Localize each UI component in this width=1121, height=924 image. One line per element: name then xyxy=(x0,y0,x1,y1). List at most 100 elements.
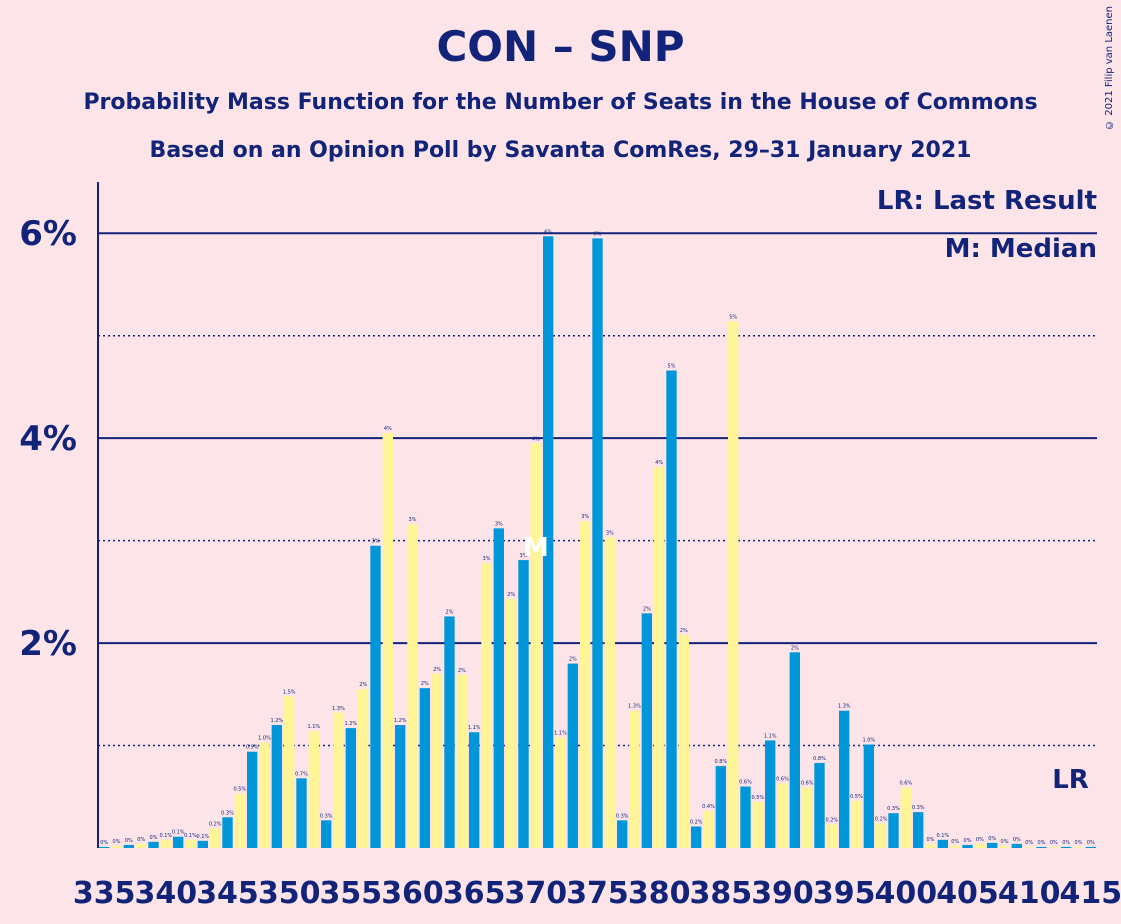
bar-379 xyxy=(641,613,653,848)
bar-381 xyxy=(666,370,677,848)
bar-label-368: 2% xyxy=(507,592,515,598)
bar-label-413: 0% xyxy=(1062,840,1070,846)
x-tick-label: 370 xyxy=(505,876,568,911)
bar-413 xyxy=(1060,846,1072,848)
bar-label-345: 0.3% xyxy=(221,810,234,816)
x-tick-label: 410 xyxy=(998,876,1061,911)
x-tick-label: 375 xyxy=(566,876,629,911)
bar-label-358: 4% xyxy=(384,426,392,432)
bar-347 xyxy=(246,751,258,848)
bar-label-336: 0% xyxy=(113,839,121,845)
legend-median: M: Median xyxy=(945,234,1097,264)
bar-377 xyxy=(616,820,628,848)
bar-388 xyxy=(752,801,764,848)
bar-396 xyxy=(851,800,862,848)
bar-label-415: 0% xyxy=(1087,840,1095,846)
chart-subtitle: Probability Mass Function for the Number… xyxy=(83,90,1038,115)
bar-344 xyxy=(209,828,221,848)
bar-label-411: 0% xyxy=(1038,840,1046,846)
bar-label-357: 3% xyxy=(372,539,380,545)
bar-label-390: 0.6% xyxy=(776,776,789,782)
bar-364 xyxy=(456,674,468,848)
bar-415 xyxy=(1085,846,1097,848)
bar-392 xyxy=(801,787,813,848)
bar-414 xyxy=(1073,846,1084,848)
bar-label-363: 2% xyxy=(446,609,454,615)
bar-397 xyxy=(863,744,875,848)
bar-label-414: 0% xyxy=(1075,840,1083,846)
bar-390 xyxy=(777,783,788,848)
bar-value-labels: 0% 0% 0% 0% 0% 0.1%0.1%0.1% 0.1%0.2%0.3%0.5%0.… xyxy=(100,229,1095,846)
bar-label-360: 3% xyxy=(409,517,417,523)
bar-label-378: 1.3% xyxy=(628,704,641,710)
bar-401 xyxy=(912,812,924,848)
bar-367 xyxy=(493,528,505,848)
x-tick-label: 385 xyxy=(690,876,753,911)
bar-label-389: 1.1% xyxy=(764,733,777,739)
x-tick-label: 390 xyxy=(751,876,814,911)
bar-label-376: 3% xyxy=(606,531,614,537)
y-tick-label: 2% xyxy=(19,624,77,664)
bar-label-374: 3% xyxy=(581,514,589,520)
bar-366 xyxy=(481,563,492,848)
bar-label-399: 0.3% xyxy=(887,806,900,812)
bar-label-359: 1.2% xyxy=(394,718,407,724)
bar-359 xyxy=(394,725,406,848)
bar-label-408: 0% xyxy=(1001,839,1009,845)
bar-label-406: 0% xyxy=(976,837,984,843)
bar-label-341: 0.1% xyxy=(172,830,185,836)
bar-label-355: 1.2% xyxy=(344,721,357,727)
x-tick-label: 365 xyxy=(443,876,506,911)
bar-label-365: 1.1% xyxy=(468,725,481,731)
bar-label-395: 1.3% xyxy=(838,704,851,710)
bar-363 xyxy=(444,616,455,848)
bar-374 xyxy=(579,521,591,848)
bar-label-380: 4% xyxy=(655,460,663,466)
x-tick-label: 355 xyxy=(320,876,383,911)
bar-label-407: 0% xyxy=(988,836,996,842)
bar-label-347: 0.9% xyxy=(246,745,259,751)
bar-365 xyxy=(468,732,480,848)
bar-385 xyxy=(715,766,727,848)
bar-label-352: 1.1% xyxy=(307,724,320,730)
bar-368 xyxy=(505,599,517,848)
bar-406 xyxy=(974,843,986,848)
bar-label-384: 0.4% xyxy=(702,804,715,810)
bar-395 xyxy=(838,710,850,848)
bar-349 xyxy=(271,725,283,848)
bar-351 xyxy=(296,778,307,848)
bar-356 xyxy=(357,689,369,848)
bar-394 xyxy=(826,824,838,848)
bar-label-356: 2% xyxy=(359,682,367,688)
bar-label-348: 1.0% xyxy=(258,735,271,741)
bar-label-335: 0% xyxy=(100,840,108,846)
bar-340 xyxy=(160,839,172,848)
x-tick-label: 350 xyxy=(258,876,321,911)
bar-398 xyxy=(875,823,887,848)
bar-label-344: 0.2% xyxy=(209,822,222,828)
bar-label-391: 2% xyxy=(791,645,799,651)
bar-label-371: 6% xyxy=(544,229,552,235)
bar-337 xyxy=(123,844,135,848)
bar-373 xyxy=(567,663,579,848)
bar-label-361: 2% xyxy=(421,681,429,687)
bar-360 xyxy=(407,524,418,848)
bar-label-400: 0.6% xyxy=(899,781,912,787)
bar-354 xyxy=(333,712,344,848)
chart-title: CON – SNP xyxy=(436,22,685,71)
x-tick-label: 395 xyxy=(813,876,876,911)
bar-label-373: 2% xyxy=(569,657,577,663)
bar-393 xyxy=(814,762,825,848)
bar-375 xyxy=(592,238,603,848)
bar-342 xyxy=(185,839,196,848)
bar-label-343: 0.1% xyxy=(196,834,209,840)
x-tick-label: 400 xyxy=(875,876,938,911)
bar-355 xyxy=(345,728,357,848)
bar-label-370: 4% xyxy=(532,436,540,442)
bar-412 xyxy=(1048,846,1060,848)
y-tick-label: 4% xyxy=(19,419,77,459)
last-result-marker: LR xyxy=(1052,765,1089,795)
y-axis-ticks: 2% 4% 6% xyxy=(19,214,77,664)
x-tick-label: 415 xyxy=(1060,876,1121,911)
bar-343 xyxy=(197,840,209,848)
